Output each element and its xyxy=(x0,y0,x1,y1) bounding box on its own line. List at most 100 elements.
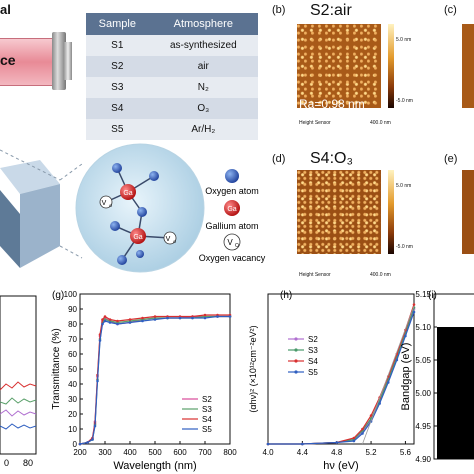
panel-tag-c: (c) xyxy=(444,4,457,16)
vacancy-subscript: O xyxy=(109,203,112,208)
data-point xyxy=(141,316,144,320)
panel-tag: (h) xyxy=(280,290,292,301)
x-tick-label: 600 xyxy=(173,448,187,457)
zoom-line xyxy=(59,163,83,181)
oxygen-atom xyxy=(137,207,147,217)
plot-frame xyxy=(267,293,415,445)
oxygen-atom xyxy=(149,171,159,181)
afm-sensor-b: Height Sensor xyxy=(299,120,331,126)
data-point xyxy=(352,439,356,443)
data-point xyxy=(361,427,364,431)
legend-marker xyxy=(294,337,298,341)
legend-label: S4 xyxy=(308,357,318,366)
y-tick-label: 60 xyxy=(68,350,77,359)
y-tick-label: 5.15 xyxy=(415,290,431,299)
legend-marker xyxy=(294,359,298,363)
data-point xyxy=(203,313,207,317)
x-axis-label: Wavelength (nm) xyxy=(113,460,196,472)
zoom-line xyxy=(0,149,61,181)
gallium-atom xyxy=(130,228,146,244)
data-point xyxy=(96,379,99,383)
panel-tag-b: (b) xyxy=(272,4,286,16)
data-point xyxy=(93,424,97,428)
partial-label-top: al xyxy=(0,2,11,17)
tauc-plot-chart: (h) 4.0 4.4 4.8 5.2 5.6 hν (eV) (αhν)² (×10¹²cm… xyxy=(248,290,416,472)
data-point xyxy=(166,316,169,320)
panel-tag: (g) xyxy=(52,290,64,301)
sample-table: Sample Atmosphere S1 as-synthesized S2 air… xyxy=(86,13,258,140)
afm-colorbar-d xyxy=(388,170,394,254)
crystal-schematic: Ga Ga V O V O Oxygen atom Ga Gallium ato… xyxy=(0,143,266,273)
series-line-S2 xyxy=(268,308,415,445)
table-cell: S3 xyxy=(86,77,149,98)
data-point xyxy=(141,319,144,323)
gallium-symbol: Ga xyxy=(123,190,132,197)
y-tick-label: 5.05 xyxy=(415,356,431,365)
data-point xyxy=(103,315,107,318)
table-cell: S2 xyxy=(86,56,149,77)
x-tick-label: 400 xyxy=(123,448,137,457)
data-point xyxy=(203,316,207,320)
table-cell: air xyxy=(148,56,258,77)
data-point xyxy=(116,319,119,323)
data-point xyxy=(91,438,94,441)
crystal-top-face xyxy=(0,160,60,194)
panel-tag-d: (d) xyxy=(272,153,286,165)
partial-label-device: ce xyxy=(0,52,16,68)
x-tick-label: 300 xyxy=(98,448,112,457)
legend-vacancy-label: Oxygen vacancy xyxy=(199,253,266,263)
data-point xyxy=(116,322,119,326)
legend-label: S5 xyxy=(202,425,212,434)
data-point xyxy=(101,322,104,326)
partial-plot-f: 0 80 xyxy=(0,295,37,468)
afm-image-e xyxy=(462,170,474,254)
legend-label: S2 xyxy=(308,335,318,344)
y-tick-label: 20 xyxy=(68,410,77,419)
device-cap xyxy=(64,42,72,80)
legend-vacancy-symbol: V xyxy=(227,238,233,247)
legend-gallium-icon xyxy=(224,200,240,216)
data-point xyxy=(361,432,364,435)
legend-marker xyxy=(294,370,298,374)
table-row: S3 N₂ xyxy=(86,77,258,98)
crystal-front-face xyxy=(0,190,20,268)
table-row: S1 as-synthesized xyxy=(86,35,258,56)
x-tick-label: 5.2 xyxy=(365,448,377,457)
table-cell: S4 xyxy=(86,98,149,119)
x-tick-label: 4.0 xyxy=(262,448,274,457)
x-tick-label: 200 xyxy=(73,448,87,457)
data-point xyxy=(108,321,112,324)
panel-tag-e: (e) xyxy=(444,153,458,165)
y-tick-label: 4.90 xyxy=(415,455,431,464)
legend-vacancy-icon xyxy=(223,233,241,251)
device-body xyxy=(0,38,55,86)
data-point xyxy=(103,319,107,323)
oxygen-atom xyxy=(117,255,127,265)
partial-series xyxy=(0,381,37,391)
legend-label: S2 xyxy=(202,395,212,404)
data-point xyxy=(98,339,102,342)
legend-gallium-symbol: Ga xyxy=(227,206,236,213)
data-point xyxy=(108,318,112,321)
vacancy-marker xyxy=(99,195,113,209)
oxygen-atom xyxy=(136,250,144,258)
afm-colorbar-b xyxy=(388,24,394,108)
data-point xyxy=(266,442,270,446)
data-point xyxy=(78,442,82,446)
y-tick-label: 5.10 xyxy=(415,323,431,332)
afm-scalebar-b: 400.0 nm xyxy=(370,120,391,126)
x-tick-label: 700 xyxy=(198,448,212,457)
afm-scale-bottom-b: -5.0 nm xyxy=(396,98,413,104)
y-axis-label: Bandgap (eV) xyxy=(400,343,412,411)
bandgap-chart: (i) 4.90 4.95 5.00 5.05 5.10 5.15 Bandgap (eV) xyxy=(400,290,474,464)
afm-scalebar-d: 400.0 nm xyxy=(370,272,391,278)
afm-image-c xyxy=(462,24,474,108)
crystal-side-face xyxy=(20,184,60,268)
oxygen-atom xyxy=(110,221,120,231)
table-cell: as-synthesized xyxy=(148,35,258,56)
afm-ra-b: Ra=0.98 nm xyxy=(299,97,365,111)
y-tick-label: 30 xyxy=(68,395,77,404)
legend-label: S3 xyxy=(202,405,212,414)
legend-oxygen-icon xyxy=(225,169,239,183)
partial-series xyxy=(0,397,37,405)
